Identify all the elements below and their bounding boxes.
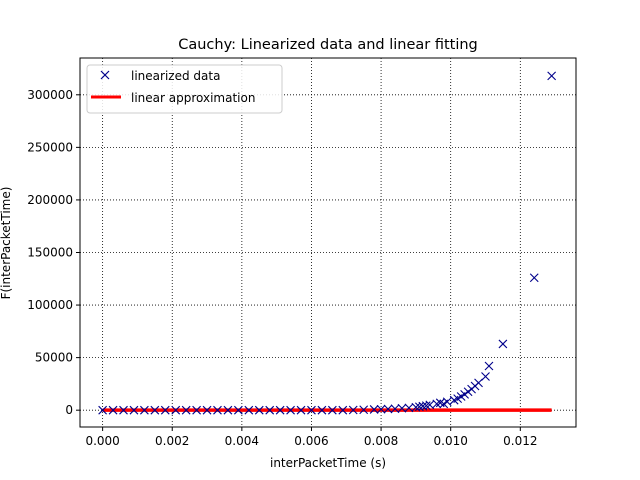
data-point xyxy=(286,405,295,415)
legend-data-label: linearized data xyxy=(131,69,220,83)
data-point xyxy=(192,405,201,415)
legend-data-marker xyxy=(100,70,110,80)
y-tick-label: 250000 xyxy=(27,140,73,154)
x-axis: 0.000 0.002 0.004 0.006 0.008 0.010 0.012 xyxy=(85,427,537,448)
x-tick-label: 0.008 xyxy=(364,434,398,448)
data-point xyxy=(442,397,452,407)
y-tick-label: 50000 xyxy=(35,351,73,365)
data-point xyxy=(414,402,424,412)
x-tick-label: 0.006 xyxy=(294,434,328,448)
data-point xyxy=(265,405,275,415)
data-point xyxy=(425,400,435,410)
y-axis: 0 50000 100000 150000 200000 250000 300000 xyxy=(27,88,80,417)
data-point xyxy=(119,405,128,415)
data-point xyxy=(411,402,421,412)
x-tick-label: 0.002 xyxy=(155,434,189,448)
data-point xyxy=(160,405,170,415)
chart-title: Cauchy: Linearized data and linear fitti… xyxy=(178,37,478,53)
data-point xyxy=(181,405,191,415)
data-point xyxy=(129,405,139,415)
data-point xyxy=(376,404,386,414)
data-point xyxy=(359,405,369,415)
data-point xyxy=(435,398,445,408)
data-point xyxy=(327,405,337,415)
data-point xyxy=(150,405,160,415)
data-point xyxy=(223,405,233,415)
x-tick-label: 0.000 xyxy=(85,434,119,448)
data-point xyxy=(404,403,414,413)
data-point xyxy=(397,403,407,413)
x-tick-label: 0.004 xyxy=(225,434,259,448)
y-tick-label: 150000 xyxy=(27,245,73,259)
data-point xyxy=(390,404,400,414)
y-tick-label: 100000 xyxy=(27,298,73,312)
data-point xyxy=(254,405,264,415)
data-point xyxy=(275,405,285,415)
data-point xyxy=(338,405,348,415)
y-axis-label: F(interPacketTime) xyxy=(0,187,13,300)
data-point xyxy=(202,405,212,415)
data-point xyxy=(529,273,539,283)
x-tick-label: 0.012 xyxy=(503,434,537,448)
data-point xyxy=(484,361,494,371)
data-point xyxy=(171,405,181,415)
data-point xyxy=(213,405,222,415)
legend-box xyxy=(86,64,283,114)
data-point xyxy=(233,405,243,415)
legend-fit-label: linear approximation xyxy=(131,91,255,105)
data-point xyxy=(317,405,327,415)
data-point xyxy=(418,401,428,411)
data-point xyxy=(481,372,490,381)
y-tick-label: 300000 xyxy=(27,88,73,102)
legend: linearized data linear approximation xyxy=(86,64,283,114)
data-point xyxy=(369,405,379,414)
data-point xyxy=(296,405,306,415)
data-point xyxy=(547,71,557,81)
plot-frame xyxy=(79,57,577,428)
data-point xyxy=(383,404,393,414)
x-axis-label: interPacketTime (s) xyxy=(270,456,386,470)
data-point xyxy=(432,399,442,409)
x-tick-label: 0.010 xyxy=(434,434,468,448)
data-point xyxy=(98,405,108,415)
data-point xyxy=(140,405,149,415)
data-point xyxy=(108,405,118,415)
data-point xyxy=(244,405,254,415)
y-tick-label: 0 xyxy=(65,403,73,417)
data-points-series xyxy=(98,71,557,415)
y-tick-label: 200000 xyxy=(27,193,73,207)
data-point xyxy=(348,405,358,415)
data-point xyxy=(421,401,431,411)
data-point xyxy=(307,405,316,415)
data-point xyxy=(498,339,508,349)
